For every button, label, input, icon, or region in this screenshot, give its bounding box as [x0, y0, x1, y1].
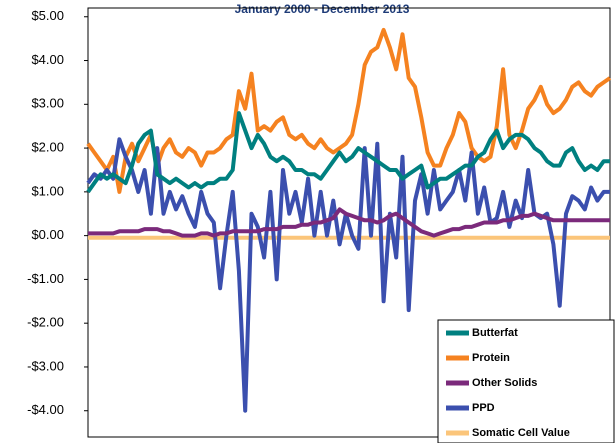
series-line	[86, 111, 610, 194]
y-tick-label: $2.00	[31, 140, 64, 155]
y-tick-label: $1.00	[31, 183, 64, 198]
chart-title: January 2000 - December 2013	[235, 2, 410, 16]
legend-label: PPD	[472, 402, 495, 414]
series-line	[86, 137, 610, 413]
series-line	[88, 207, 610, 238]
y-tick-label: $5.00	[31, 8, 64, 23]
legend-label: Somatic Cell Value	[472, 427, 570, 439]
y-tick-label: -$2.00	[27, 315, 64, 330]
legend-label: Butterfat	[472, 327, 518, 339]
series-line	[86, 27, 612, 194]
y-tick-label: -$3.00	[27, 358, 64, 373]
y-tick-label: $0.00	[31, 227, 64, 242]
plot-frame	[87, 7, 611, 438]
y-tick-label: $4.00	[31, 52, 64, 67]
y-tick-label: -$4.00	[27, 402, 64, 417]
legend-label: Other Solids	[472, 377, 537, 389]
y-tick-label: -$1.00	[27, 271, 64, 286]
y-tick-label: $3.00	[31, 96, 64, 111]
legend-label: Protein	[472, 352, 510, 364]
